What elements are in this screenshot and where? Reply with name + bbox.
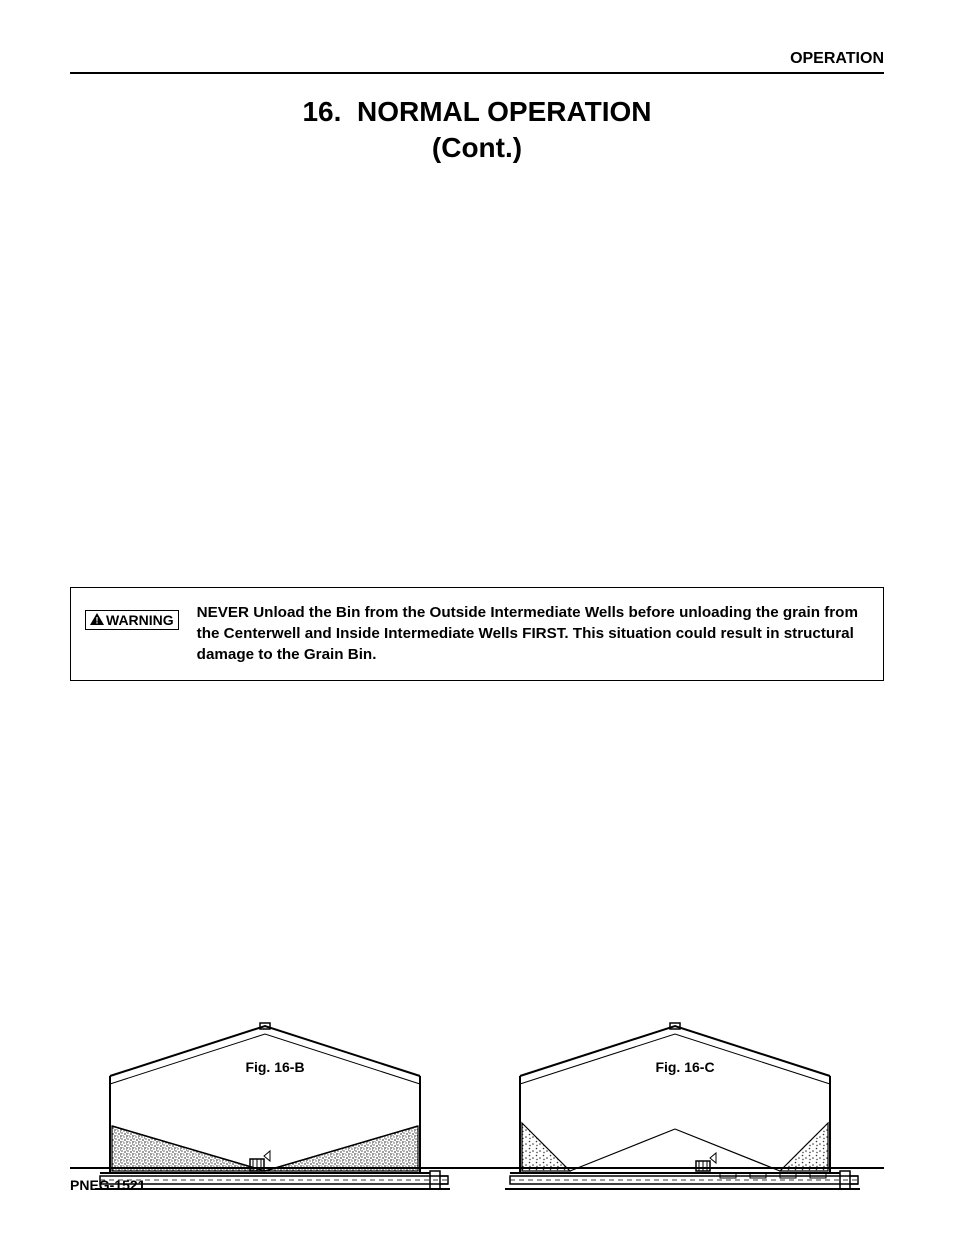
warning-label-text: WARNING [106,612,174,628]
figure-c-label: Fig. 16-C [655,1059,714,1075]
page-header: OPERATION [70,50,884,74]
page-title-block: 16. NORMAL OPERATION (Cont.) [70,94,884,167]
warning-label: ! WARNING [85,610,179,630]
page-subtitle: (Cont.) [70,130,884,166]
section-title: OPERATION [790,50,884,67]
figure-b-label: Fig. 16-B [245,1059,304,1075]
title-number: 16. [302,96,341,127]
title-text: NORMAL OPERATION [357,96,652,127]
page-footer: PNEG-1521 [70,1167,884,1195]
warning-text: NEVER Unload the Bin from the Outside In… [197,602,863,666]
doc-id: PNEG-1521 [70,1177,145,1193]
warning-icon: ! [90,612,104,628]
svg-text:!: ! [96,615,99,625]
warning-callout: ! WARNING NEVER Unload the Bin from the … [70,587,884,681]
page-title: 16. NORMAL OPERATION [70,94,884,130]
